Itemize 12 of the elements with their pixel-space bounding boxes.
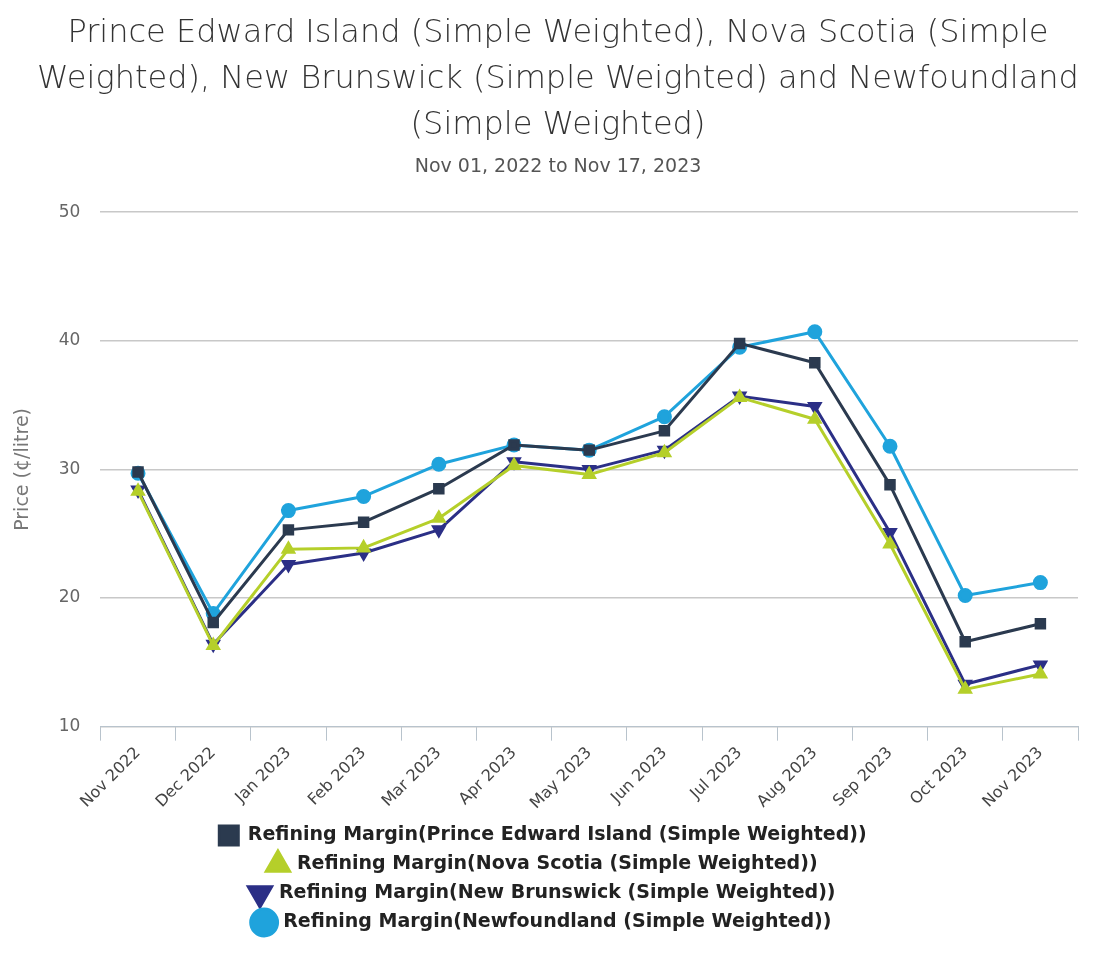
legend-label: Refining Margin(Newfoundland (Simple Weighted)) xyxy=(283,909,832,932)
chart-subtitle: Nov 01, 2022 to Nov 17, 2023 xyxy=(413,154,703,176)
legend-label: Refining Margin(Nova Scotia (Simple Weighted)) xyxy=(296,851,818,874)
y-tick-label: 20 xyxy=(58,586,81,607)
legend-label: Refining Margin(New Brunswick (Simple Weighted)) xyxy=(278,880,836,903)
chart-title: Prince Edward Island (Simple Weighted), Nova Scotia (Simple Weighted), New Brunswick (Simple Weighted) and Newfoundland (Simple Weighted) xyxy=(36,11,1080,144)
y-axis-title: Price (¢/litre) xyxy=(10,408,33,531)
legend-label: Refining Margin(Prince Edward Island (Simple Weighted)) xyxy=(247,822,867,845)
y-tick-label: 10 xyxy=(58,715,81,736)
y-tick-label: 30 xyxy=(58,457,81,478)
y-tick-label: 50 xyxy=(58,200,81,221)
y-tick-label: 40 xyxy=(58,329,81,350)
